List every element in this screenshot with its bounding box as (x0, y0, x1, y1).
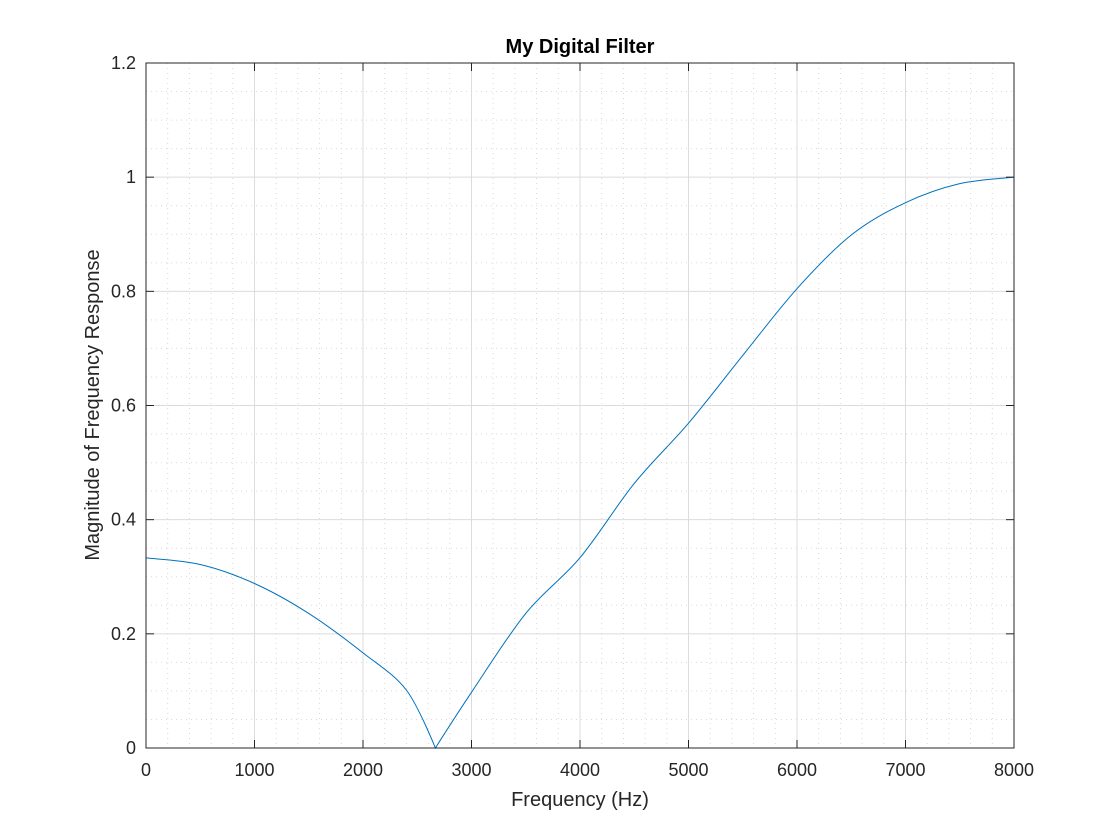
y-tick-label: 0.4 (111, 510, 136, 530)
y-tick-label: 0.8 (111, 281, 136, 301)
x-tick-label: 2000 (343, 760, 383, 780)
x-tick-label: 0 (141, 760, 151, 780)
y-axis-label: Magnitude of Frequency Response (82, 249, 104, 560)
x-tick-labels: 0 1000 2000 3000 4000 5000 6000 7000 8000 (141, 760, 1034, 780)
y-tick-label: 0.6 (111, 396, 136, 416)
y-tick-label: 0.2 (111, 624, 136, 644)
series-line (145, 176, 1015, 750)
y-tick-labels: 0 0.2 0.4 0.6 0.8 1 1.2 (111, 53, 136, 758)
x-tick-label: 1000 (234, 760, 274, 780)
x-tick-label: 5000 (668, 760, 708, 780)
x-tick-label: 8000 (994, 760, 1034, 780)
ticks (145, 62, 1015, 749)
series-layer (145, 176, 1015, 750)
major-grid (146, 63, 1014, 748)
x-axis-label: Frequency (Hz) (511, 789, 649, 811)
y-tick-label: 0 (126, 738, 136, 758)
y-tick-label: 1 (126, 167, 136, 187)
x-tick-label: 7000 (885, 760, 925, 780)
x-tick-label: 6000 (777, 760, 817, 780)
chart-title: My Digital Filter (506, 36, 655, 58)
x-tick-label: 3000 (451, 760, 491, 780)
x-tick-label: 4000 (560, 760, 600, 780)
y-tick-label: 1.2 (111, 53, 136, 73)
